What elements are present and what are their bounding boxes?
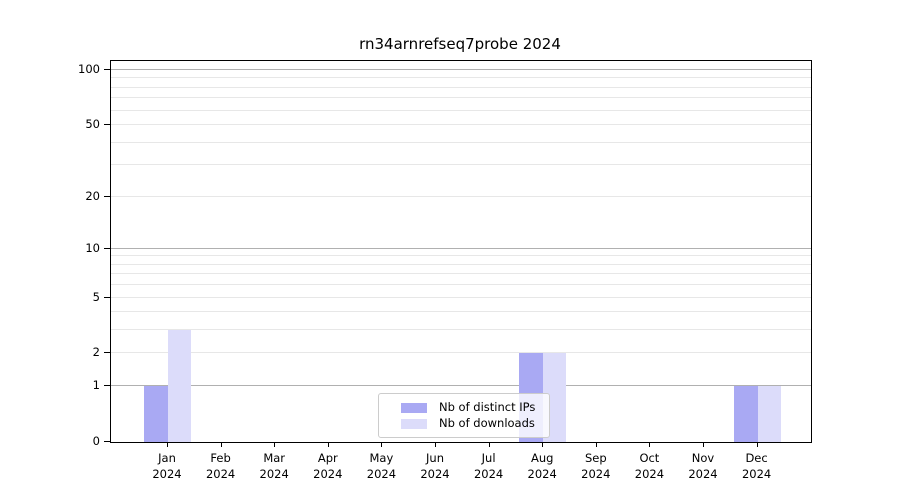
x-tick — [274, 442, 276, 447]
gridline-minor — [111, 352, 811, 354]
legend-item-distinct-ips: Nb of distinct IPs — [401, 401, 541, 414]
y-tick — [104, 69, 110, 70]
x-tick-label-mar: Mar 2024 — [242, 450, 306, 482]
x-tick-year: 2024 — [420, 467, 450, 481]
legend-label-downloads: Nb of downloads — [439, 416, 535, 430]
x-tick-year: 2024 — [205, 467, 236, 481]
x-tick-year: 2024 — [688, 467, 718, 481]
x-tick — [649, 442, 651, 447]
gridline-minor — [111, 86, 811, 88]
x-tick-label-sep: Sep 2024 — [564, 450, 628, 482]
x-tick-year: 2024 — [366, 467, 397, 481]
gridline-minor — [111, 255, 811, 257]
x-tick-year: 2024 — [581, 467, 611, 481]
x-tick-label-dec: Dec 2024 — [725, 450, 789, 482]
y-tick-label: 1 — [92, 378, 100, 393]
x-tick-year: 2024 — [741, 467, 772, 481]
x-tick-label-jul: Jul 2024 — [457, 450, 521, 482]
gridline-minor — [111, 164, 811, 166]
legend: Nb of distinct IPs Nb of downloads — [378, 393, 550, 438]
bar-downloads-dec — [757, 386, 781, 442]
y-tick — [104, 124, 110, 126]
x-tick — [327, 442, 329, 447]
gridline-minor — [111, 141, 811, 143]
x-tick-label-nov: Nov 2024 — [671, 450, 735, 482]
x-tick — [167, 442, 168, 447]
x-tick — [756, 442, 758, 447]
x-tick-month: Apr — [317, 451, 338, 465]
x-tick — [542, 442, 544, 447]
gridline-minor — [111, 284, 811, 286]
x-tick-label-apr: Apr 2024 — [296, 450, 360, 482]
x-tick — [703, 442, 704, 447]
y-tick-label: 0 — [92, 434, 100, 448]
y-tick-label: 2 — [92, 345, 100, 360]
gridline-minor — [111, 329, 811, 331]
x-tick — [488, 442, 490, 447]
x-tick-label-jun: Jun 2024 — [403, 450, 467, 482]
x-tick-year: 2024 — [527, 467, 557, 481]
gridline-minor — [111, 273, 811, 275]
x-tick-label-jan: Jan 2024 — [135, 450, 199, 482]
y-tick — [104, 385, 110, 387]
x-tick — [595, 442, 597, 447]
gridline-major — [111, 385, 811, 387]
gridline-minor — [111, 263, 811, 265]
x-tick-month: May — [369, 451, 394, 465]
x-tick-month: Feb — [210, 451, 231, 465]
plot-area: Nb of distinct IPs Nb of downloads — [110, 60, 812, 443]
x-tick-month: Jan — [158, 451, 176, 465]
y-tick — [104, 247, 110, 249]
x-tick-label-oct: Oct 2024 — [617, 450, 681, 482]
legend-label-distinct-ips: Nb of distinct IPs — [439, 400, 536, 414]
y-tick — [104, 441, 110, 442]
y-tick-label: 100 — [78, 62, 100, 76]
x-tick-label-may: May 2024 — [349, 450, 413, 482]
gridline-major — [111, 247, 811, 249]
y-tick-label: 50 — [85, 117, 100, 132]
y-tick-label: 5 — [92, 289, 100, 304]
y-tick-label: 10 — [85, 240, 100, 255]
gridline-minor — [111, 97, 811, 99]
x-tick — [220, 442, 222, 447]
x-tick-month: Jun — [426, 451, 444, 465]
x-tick-month: Sep — [584, 451, 607, 465]
x-tick-month: Jul — [481, 451, 496, 465]
gridline-major — [111, 69, 811, 70]
x-tick-year: 2024 — [473, 467, 504, 481]
y-tick — [104, 195, 110, 197]
x-tick-month: Oct — [639, 451, 660, 465]
x-tick-label-aug: Aug 2024 — [510, 450, 574, 482]
gridline-minor — [111, 311, 811, 313]
bar-distinct-ips-jan — [144, 386, 168, 442]
x-tick-month: Aug — [530, 451, 554, 465]
x-tick-year: 2024 — [259, 467, 289, 481]
x-tick — [381, 442, 383, 447]
gridline-minor — [111, 109, 811, 111]
bar-downloads-jan — [168, 330, 191, 442]
y-tick — [104, 296, 110, 298]
gridline-minor — [111, 195, 811, 197]
y-tick — [104, 352, 110, 354]
x-tick-year: 2024 — [152, 467, 182, 481]
legend-swatch-distinct-ips — [401, 402, 427, 413]
x-tick-year: 2024 — [634, 467, 665, 481]
gridline-minor — [111, 296, 811, 298]
legend-item-downloads: Nb of downloads — [401, 417, 541, 430]
x-tick-label-feb: Feb 2024 — [189, 450, 253, 482]
x-tick-year: 2024 — [313, 467, 343, 481]
x-tick-month: Nov — [691, 451, 715, 465]
x-tick — [435, 442, 436, 447]
gridline-minor — [111, 124, 811, 126]
bar-distinct-ips-dec — [733, 386, 758, 442]
legend-swatch-downloads — [401, 418, 427, 429]
x-tick-month: Mar — [263, 451, 286, 465]
x-tick-month: Dec — [745, 451, 768, 465]
gridline-minor — [111, 77, 811, 79]
chart-title: rn34arnrefseq7probe 2024 — [359, 35, 561, 53]
y-tick-label: 20 — [85, 188, 100, 203]
